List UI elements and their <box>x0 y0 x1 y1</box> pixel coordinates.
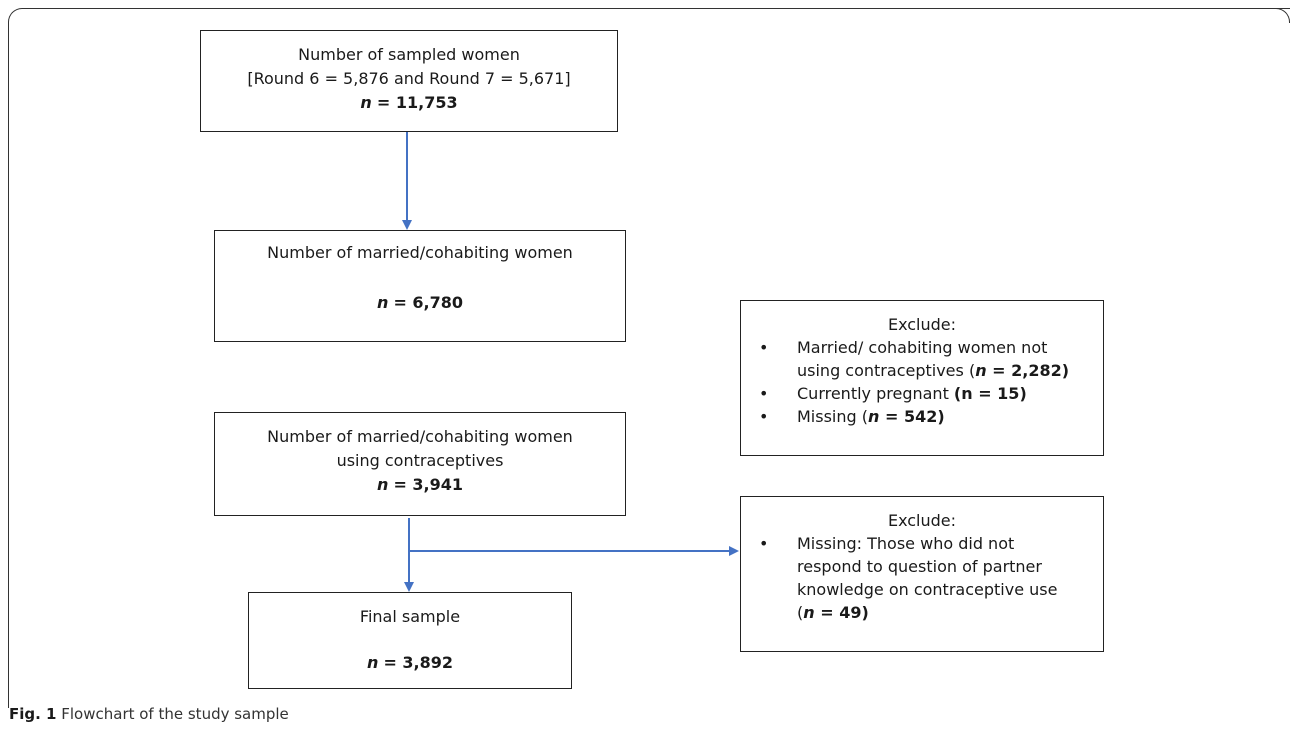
caption-label: Fig. 1 <box>9 705 57 723</box>
box-exclusion-1: Exclude: Married/ cohabiting women not u… <box>740 300 1104 456</box>
using-title-2: using contraceptives <box>336 451 504 470</box>
box-married-women: Number of married/cohabiting women n = 6… <box>214 230 626 342</box>
exclusion2-list: Missing: Those who did not <box>741 532 1103 555</box>
exclusion2-heading: Exclude: <box>887 511 957 530</box>
figure-caption: Fig. 1 Flowchart of the study sample <box>9 705 289 723</box>
married-title: Number of married/cohabiting women <box>267 243 573 262</box>
caption-text: Flowchart of the study sample <box>56 705 289 723</box>
sampled-n: n = 11,753 <box>360 93 458 112</box>
box-exclusion-2: Exclude: Missing: Those who did not resp… <box>740 496 1104 652</box>
exclusion1-heading: Exclude: <box>887 315 957 334</box>
final-title: Final sample <box>359 607 461 626</box>
exclusion1-item-pregnant: Currently pregnant (n = 15) <box>741 382 1103 405</box>
using-title-1: Number of married/cohabiting women <box>267 427 573 446</box>
married-n: n = 6,780 <box>376 293 464 312</box>
using-n: n = 3,941 <box>376 475 464 494</box>
exclusion2-continuation: respond to question of partner knowledge… <box>797 557 1058 622</box>
exclusion1-item-not-using: Married/ cohabiting women not using cont… <box>741 336 1103 382</box>
exclusion2-item-missing: Missing: Those who did not <box>741 532 1103 555</box>
box-using-contraceptives: Number of married/cohabiting women using… <box>214 412 626 516</box>
box-sampled-women: Number of sampled women [Round 6 = 5,876… <box>200 30 618 132</box>
exclusion1-list: Married/ cohabiting women not using cont… <box>741 336 1103 428</box>
exclusion1-item-missing: Missing (n = 542) <box>741 405 1103 428</box>
box-final-sample: Final sample n = 3,892 <box>248 592 572 689</box>
final-n: n = 3,892 <box>366 653 454 672</box>
sampled-title: Number of sampled women <box>298 45 520 64</box>
sampled-detail: [Round 6 = 5,876 and Round 7 = 5,671] <box>247 69 571 88</box>
